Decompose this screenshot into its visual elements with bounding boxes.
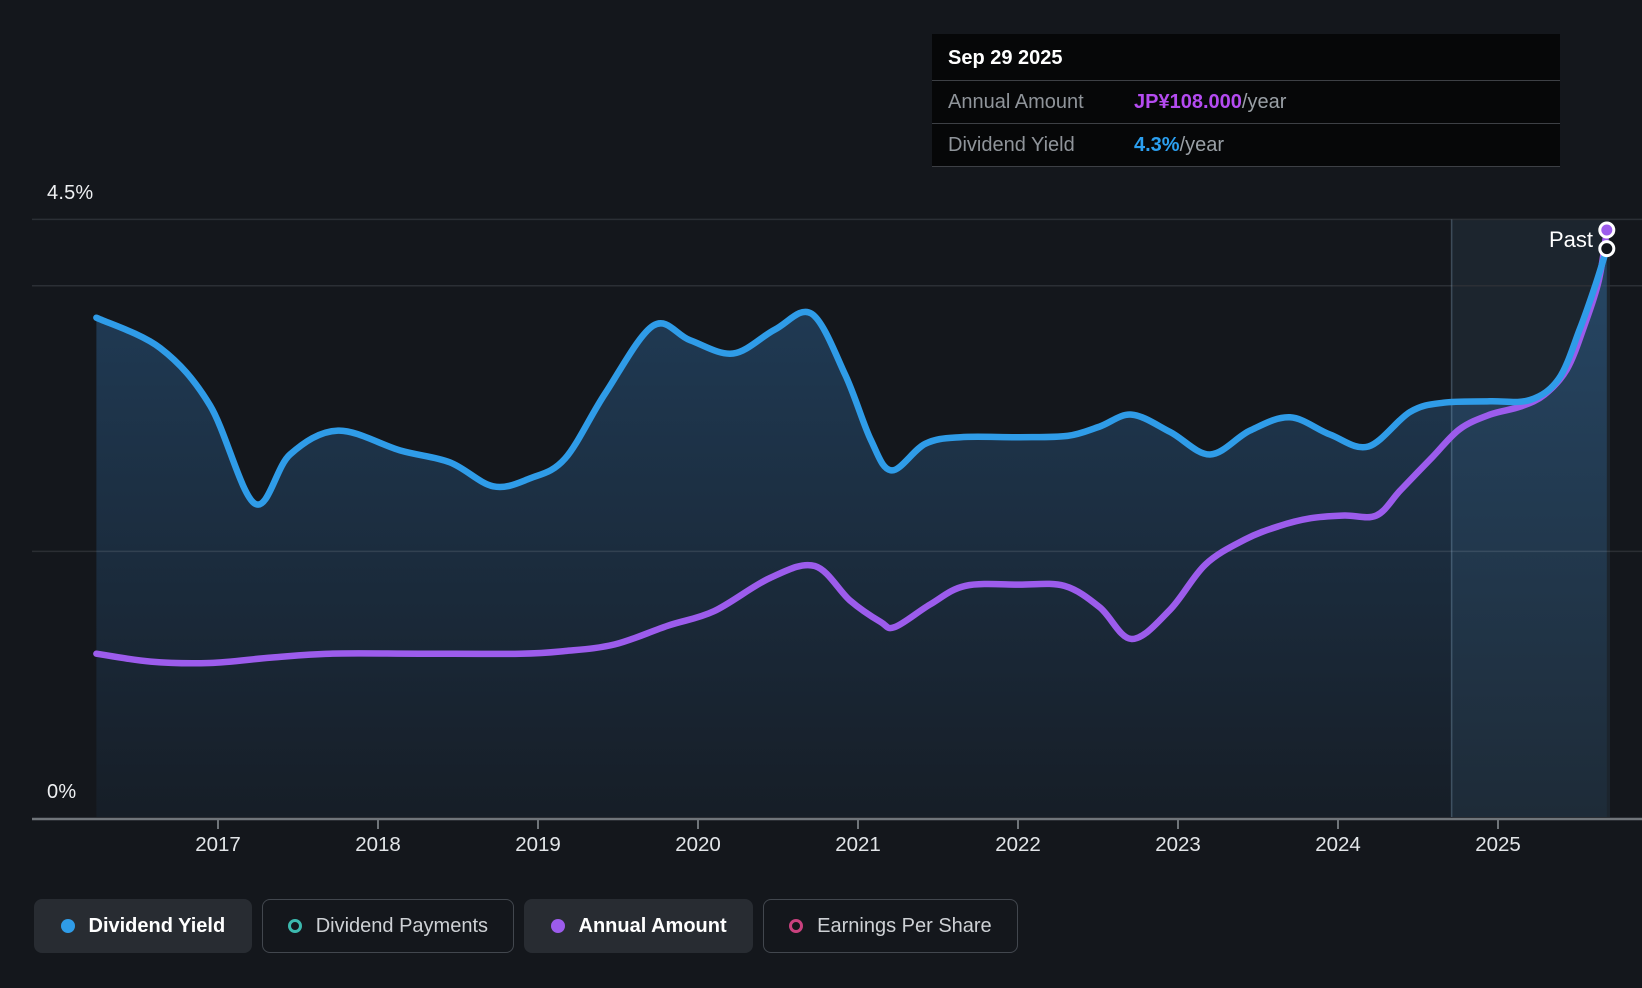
tooltip-value: JP¥108.000 bbox=[1134, 90, 1242, 113]
tooltip-label: Annual Amount bbox=[948, 90, 1084, 113]
x-axis-label: 2025 bbox=[1475, 833, 1521, 856]
legend-earnings-per-share[interactable]: Earnings Per Share bbox=[763, 899, 1018, 953]
tooltip-value-suffix: /year bbox=[1179, 133, 1225, 156]
y-axis-label-bottom: 0% bbox=[47, 781, 77, 803]
legend-label: Dividend Yield bbox=[88, 914, 226, 937]
legend-dividend-yield[interactable]: Dividend Yield bbox=[34, 899, 252, 953]
ring-icon bbox=[789, 919, 804, 933]
x-axis-label: 2022 bbox=[995, 833, 1041, 856]
x-axis-label: 2021 bbox=[835, 833, 881, 856]
filled-dot-icon bbox=[550, 919, 565, 933]
dividend-yield-area bbox=[96, 248, 1607, 818]
tooltip-label: Dividend Yield bbox=[948, 133, 1075, 156]
past-label: Past bbox=[1548, 227, 1593, 252]
x-axis-label: 2019 bbox=[515, 833, 561, 856]
x-axis-label: 2024 bbox=[1315, 833, 1361, 856]
chart-legend: Dividend Yield Dividend Payments Annual Am… bbox=[34, 899, 1018, 953]
legend-dividend-payments[interactable]: Dividend Payments bbox=[261, 899, 515, 953]
annual-amount-line bbox=[93, 226, 1611, 667]
y-axis-label-top: 4.5% bbox=[47, 182, 94, 204]
x-axis-label: 2023 bbox=[1155, 833, 1201, 856]
tooltip-value: 4.3% bbox=[1134, 133, 1180, 156]
tooltip-value-suffix: /year bbox=[1241, 90, 1287, 113]
x-axis-label: 2017 bbox=[195, 833, 241, 856]
filled-dot-icon bbox=[60, 919, 75, 933]
tooltip-row-annual-amount: Annual Amount JP¥108.000/year bbox=[932, 80, 1560, 123]
ring-icon bbox=[287, 919, 302, 933]
tooltip-date: Sep 29 2025 bbox=[948, 47, 1063, 69]
chart-tooltip: Sep 29 2025 Annual Amount JP¥108.000/yea… bbox=[932, 34, 1560, 167]
tooltip-row-dividend-yield: Dividend Yield 4.3%/year bbox=[932, 123, 1560, 167]
dividend-yield-line bbox=[93, 245, 1611, 508]
legend-label: Earnings Per Share bbox=[817, 914, 992, 937]
legend-annual-amount[interactable]: Annual Amount bbox=[524, 899, 754, 953]
annual-amount-end-dot bbox=[1598, 221, 1616, 239]
dividend-yield-end-dot bbox=[1598, 240, 1616, 258]
legend-label: Dividend Payments bbox=[315, 914, 489, 937]
legend-label: Annual Amount bbox=[578, 914, 727, 937]
x-axis-label: 2018 bbox=[355, 833, 401, 856]
x-axis-label: 2020 bbox=[675, 833, 721, 856]
